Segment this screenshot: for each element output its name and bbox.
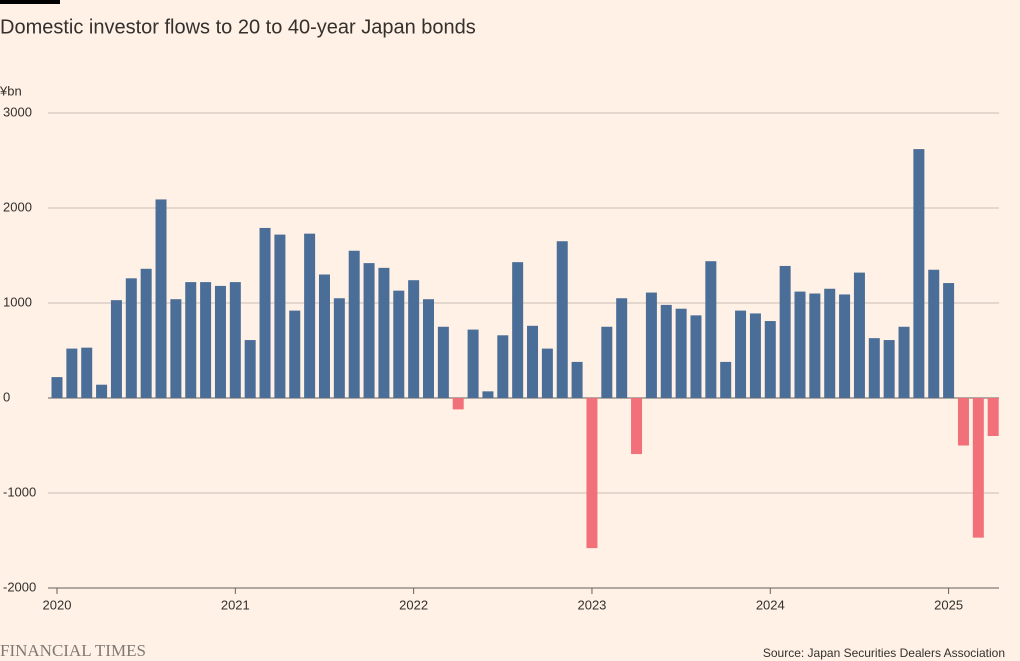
bar [333,298,345,398]
bar [645,292,657,398]
bar [987,398,999,436]
x-tick-label: 2021 [221,597,250,612]
source: Source: Japan Securities Dealers Associa… [763,646,1005,660]
brand: FINANCIAL TIMES [0,641,146,660]
bar [809,293,821,398]
chart-title: Domestic investor flows to 20 to 40-year… [0,16,476,38]
bar [66,348,78,398]
bar [972,398,984,538]
bar [482,391,494,398]
x-tick-label: 2022 [399,597,428,612]
bar [586,398,598,549]
bar [497,335,509,398]
bar [824,288,836,398]
bar [378,267,390,398]
bar [853,272,865,398]
bar [170,299,182,398]
bar [200,282,212,398]
bar [348,250,360,398]
y-tick-label: -1000 [3,484,36,499]
bar [467,329,479,398]
bar [779,265,791,398]
bar [913,149,925,398]
bar [601,326,613,398]
x-tick-label: 2025 [934,597,963,612]
bar [527,325,539,398]
bar [185,282,197,398]
bar [735,310,747,398]
bar [928,269,940,398]
bar [631,398,643,455]
bar [749,313,761,398]
x-tick-label: 2020 [43,597,72,612]
bar [452,398,464,410]
bar [393,290,405,398]
bar [720,361,732,398]
y-axis-label: ¥bn [0,83,22,98]
bar [512,262,524,398]
y-tick-label: 0 [3,389,10,404]
bar [244,340,256,398]
bar [616,298,628,398]
bar [868,338,880,398]
bar [541,348,553,398]
bar [943,283,955,398]
bar [675,308,687,398]
brand-bar [0,0,60,4]
bar [274,234,286,398]
x-tick-label: 2024 [756,597,785,612]
bar [437,326,449,398]
y-tick-label: 3000 [3,104,32,119]
bar [51,377,63,398]
bar [155,199,167,398]
bar [690,315,702,398]
bar [318,274,330,398]
bar [229,282,241,398]
bar [259,227,271,398]
bar [110,300,122,398]
bar [408,280,420,398]
bar [304,233,316,398]
bar [764,321,776,398]
bar [81,347,93,398]
bar [839,294,851,398]
bar [140,268,152,398]
bar [363,263,375,398]
bar [96,384,108,398]
bar [957,398,969,446]
x-tick-label: 2023 [577,597,606,612]
bar [660,304,672,398]
bar [794,291,806,398]
bar [423,299,434,398]
bar [705,261,717,398]
y-tick-label: 2000 [3,199,32,214]
bar [898,326,910,398]
y-tick-label: -2000 [3,579,36,594]
bar [571,361,583,398]
bar [125,278,137,398]
y-tick-label: 1000 [3,294,32,309]
bar [214,285,226,398]
bar [883,340,895,398]
bar [556,241,568,398]
bar [289,310,301,398]
